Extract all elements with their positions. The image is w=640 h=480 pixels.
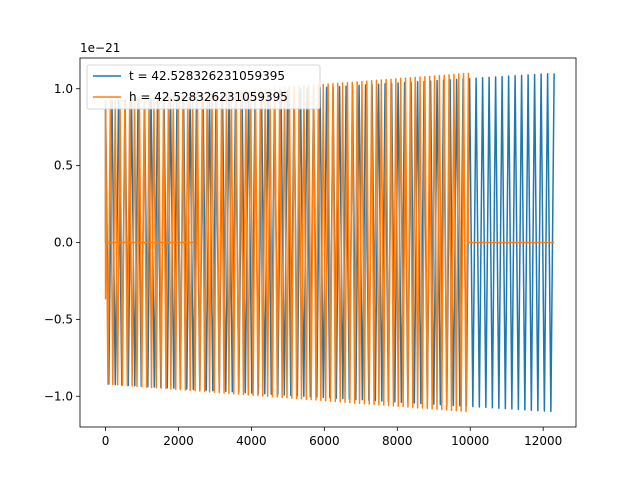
x-tick-label: 10000 — [451, 434, 489, 448]
y-tick-label: −1.0 — [44, 389, 73, 403]
legend: t = 42.528326231059395 h = 42.5283262310… — [86, 64, 321, 110]
x-tick-label: 6000 — [309, 434, 340, 448]
y-tick-label: 0.0 — [54, 236, 73, 250]
legend-label-h: h = 42.528326231059395 — [129, 90, 288, 104]
plot-lines — [104, 72, 555, 413]
x-axis: 0 2000 4000 6000 8000 10000 12000 — [102, 427, 562, 448]
legend-label-t: t = 42.528326231059395 — [129, 69, 285, 83]
legend-box — [86, 64, 321, 110]
x-tick-label: 2000 — [163, 434, 194, 448]
y-tick-label: 0.5 — [54, 159, 73, 173]
x-tick-label: 4000 — [236, 434, 267, 448]
x-tick-label: 8000 — [382, 434, 413, 448]
y-tick-label: −0.5 — [44, 312, 73, 326]
x-tick-label: 0 — [102, 434, 110, 448]
y-tick-label: 1.0 — [54, 82, 73, 96]
y-offset-label: 1e−21 — [80, 41, 120, 55]
y-axis: −1.0 −0.5 0.0 0.5 1.0 — [44, 82, 80, 403]
x-tick-label: 12000 — [524, 434, 562, 448]
